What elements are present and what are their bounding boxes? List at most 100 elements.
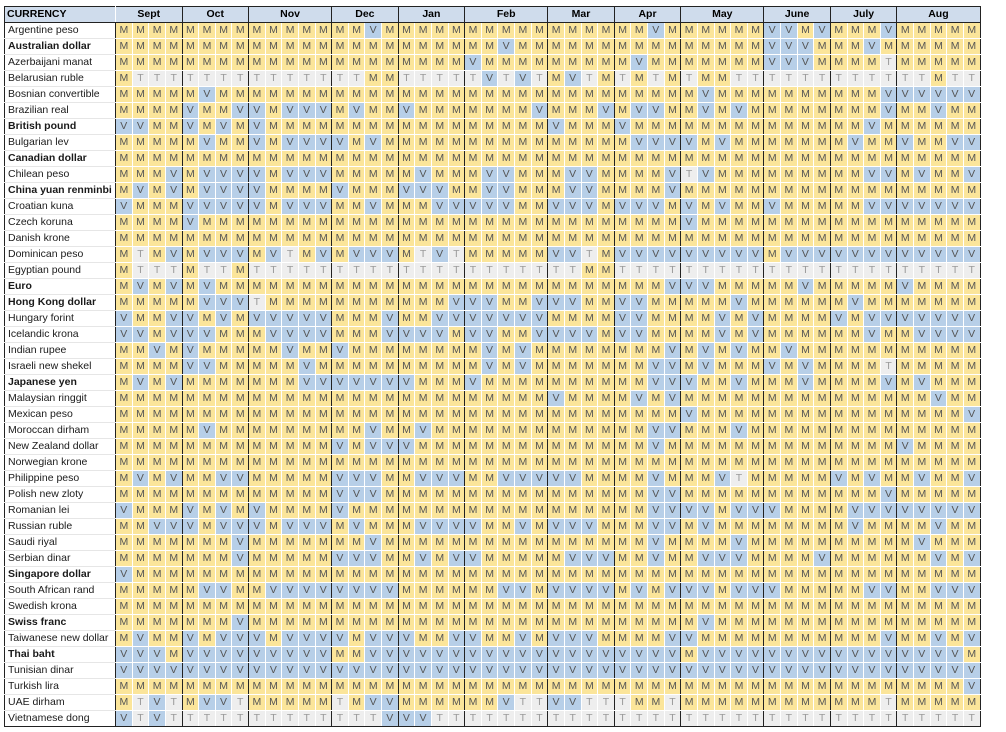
week-cell: M [730, 390, 748, 407]
week-cell: V [913, 326, 931, 343]
week-cell: M [148, 374, 166, 391]
table-row: Dominican peso M T M V M V V V M V T M V M V V V M T V T M M M M M… [4, 246, 981, 263]
week-cell: M [248, 598, 266, 615]
week-cell: M [580, 358, 599, 375]
week-cell: M [164, 486, 183, 503]
week-cell: M [397, 294, 416, 311]
week-cell: V [563, 326, 582, 343]
week-cell: M [846, 454, 865, 471]
week-cell: M [879, 422, 898, 439]
week-cell: V [730, 294, 748, 311]
week-cell: T [647, 70, 665, 87]
week-cell: T [813, 70, 831, 87]
week-cell: M [164, 646, 183, 663]
week-cell: M [148, 214, 166, 231]
week-cell: T [896, 262, 914, 279]
week-cell: M [214, 230, 233, 247]
week-cell: V [696, 502, 715, 519]
week-cell: V [497, 310, 515, 327]
week-cell: M [763, 390, 781, 407]
week-cell: M [597, 182, 615, 199]
week-cell: M [414, 630, 432, 647]
week-cell: M [597, 38, 615, 55]
week-cell: T [314, 710, 333, 727]
week-cell: V [962, 678, 981, 695]
week-cell: M [630, 22, 648, 39]
week-cell: M [580, 150, 599, 167]
week-cell: T [248, 710, 266, 727]
week-cell: V [647, 374, 665, 391]
week-cell: M [896, 678, 914, 695]
week-cell: V [913, 470, 931, 487]
week-cell: M [164, 102, 183, 119]
week-cell: M [929, 134, 948, 151]
week-cell: M [846, 54, 865, 71]
week-cell: M [331, 598, 349, 615]
currency-name: Czech koruna [4, 214, 116, 231]
currency-name: Russian ruble [4, 518, 116, 535]
week-cell: V [696, 342, 715, 359]
week-cell: M [115, 534, 133, 551]
week-cell: V [530, 470, 549, 487]
week-cell: V [297, 518, 316, 535]
week-cell: M [846, 150, 865, 167]
week-cell: M [464, 486, 482, 503]
week-cell: V [796, 662, 815, 679]
week-cell: V [214, 182, 233, 199]
week-cell: M [198, 118, 216, 135]
week-cell: M [896, 38, 914, 55]
week-cell: M [813, 694, 831, 711]
week-cell: V [414, 422, 432, 439]
week-cell: M [663, 470, 682, 487]
week-cell: V [663, 134, 682, 151]
week-cell: M [264, 598, 283, 615]
week-cell: M [231, 358, 249, 375]
week-cell: V [347, 662, 366, 679]
week-cell: M [297, 182, 316, 199]
week-cell: V [115, 310, 133, 327]
week-cell: T [879, 710, 898, 727]
week-cell: V [314, 310, 333, 327]
week-cell: M [314, 502, 333, 519]
week-cell: M [580, 438, 599, 455]
week-cell: M [214, 438, 233, 455]
week-cell: M [364, 150, 382, 167]
week-cell: M [214, 358, 233, 375]
week-cell: M [214, 102, 233, 119]
week-cell: V [613, 326, 632, 343]
week-cell: M [946, 630, 964, 647]
week-cell: M [863, 566, 881, 583]
week-cell: V [663, 422, 682, 439]
week-cell: V [547, 390, 565, 407]
week-cell: M [946, 598, 964, 615]
week-cell: M [381, 486, 399, 503]
week-cell: V [563, 646, 582, 663]
week-cell: M [680, 310, 698, 327]
week-cell: V [131, 182, 150, 199]
week-cell: M [198, 438, 216, 455]
week-cell: M [381, 102, 399, 119]
week-cell: M [264, 502, 283, 519]
week-cell: M [397, 582, 416, 599]
week-cell: V [181, 630, 200, 647]
week-cell: M [514, 678, 532, 695]
week-cell: M [680, 470, 698, 487]
week-cell: T [580, 70, 599, 87]
week-cell: M [680, 422, 698, 439]
week-cell: M [829, 678, 848, 695]
week-cell: M [630, 374, 648, 391]
week-cell: M [430, 630, 449, 647]
week-cell: M [580, 230, 599, 247]
week-cell: M [713, 102, 732, 119]
week-cell: M [181, 390, 200, 407]
week-cell: M [780, 358, 798, 375]
week-cell: M [381, 342, 399, 359]
week-cell: M [813, 118, 831, 135]
week-cell: M [447, 614, 466, 631]
week-cell: M [447, 38, 466, 55]
week-cell: M [696, 182, 715, 199]
week-cell: M [198, 454, 216, 471]
week-cell: M [397, 38, 416, 55]
week-cell: M [464, 454, 482, 471]
week-cell: M [447, 406, 466, 423]
